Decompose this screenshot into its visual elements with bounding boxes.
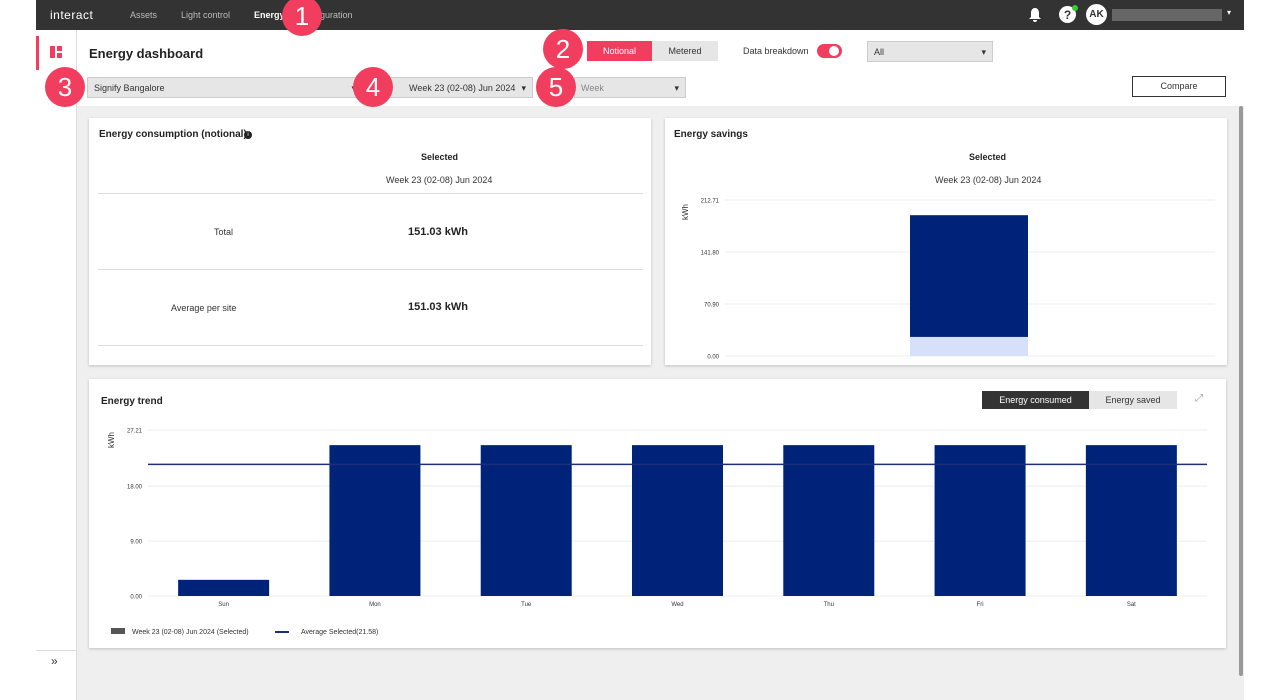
breakdown-label: Data breakdown [743,46,809,56]
callout: 5 [536,67,576,107]
legend-label: Week 23 (02-08) Jun 2024 (Selected) [132,629,249,636]
bar [632,445,723,596]
y-tick-label: 70.90 [704,303,720,309]
toggle[interactable] [817,44,842,58]
granularity-select[interactable]: Week ▾ [574,77,686,98]
x-tick-label: Mon [369,602,381,608]
page-title: Energy dashboard [89,46,203,61]
savings-chart: 0.00 70.90 141.80 212.71 kWh [665,190,1225,364]
select-value: Week 23 (02-08) Jun 2024 [409,83,515,93]
bar [481,445,572,596]
avatar[interactable]: AK [1086,4,1107,25]
column-header: Selected [421,152,458,162]
y-tick-label: 18.00 [127,485,143,491]
info-icon[interactable]: i [244,131,252,139]
nav-item[interactable]: Light control [181,10,230,20]
bell-icon[interactable] [1028,7,1042,23]
card-title: Energy consumption (notional) [99,129,247,140]
divider [36,650,76,651]
column-period: Week 23 (02-08) Jun 2024 [386,175,492,185]
tab[interactable]: Energy consumed [982,391,1089,409]
mode-button[interactable]: Notional [587,41,652,61]
active-marker [36,36,39,70]
brand[interactable]: interact [50,8,93,22]
period-select[interactable]: Week 23 (02-08) Jun 2024 ▾ [388,77,533,98]
bar [1086,445,1177,596]
dashboard-icon[interactable] [50,46,62,58]
toggle-knob [829,46,839,56]
divider [98,345,643,346]
y-tick-label: 141.80 [701,251,720,257]
legend-label: Average Selected(21.58) [301,629,378,636]
breakdown-select[interactable]: All ▾ [867,41,993,62]
bar [935,445,1026,596]
x-tick-label: Thu [824,602,834,608]
y-tick-label: 9.00 [130,540,142,546]
tab[interactable]: Energy saved [1089,391,1177,409]
select-value: Week [581,83,604,93]
callout: 4 [353,67,393,107]
blurred-name [1112,9,1222,21]
bar [783,445,874,596]
row-label: Total [214,227,233,237]
site-select[interactable]: Signify Bangalore▾ [87,77,359,98]
expand-icon[interactable]: » [51,654,58,668]
row-label: Average per site [171,303,236,313]
bar [178,580,269,596]
select-value: All [874,47,884,57]
divider [98,193,643,194]
trend-card: Energy trend Energy consumed Energy save… [89,379,1226,648]
select-value: Signify Bangalore [94,83,165,93]
fullscreen-icon[interactable]: ⤢ [1195,393,1203,404]
x-tick-label: Tue [521,602,532,608]
mode-button[interactable]: Metered [652,41,718,61]
card-title: Energy savings [674,129,748,140]
top-bar: interact Assets Light control Energy Con… [36,0,1244,30]
compare-button[interactable]: Compare [1132,76,1226,97]
status-dot [1072,5,1078,11]
row-value: 151.03 kWh [408,226,468,238]
caret[interactable]: ▾ [1227,8,1231,17]
x-tick-label: Sat [1127,602,1136,608]
y-axis-label: kWh [107,432,116,448]
savings-card: Energy savings Selected Week 23 (02-08) … [665,118,1227,365]
y-tick-label: 27.21 [127,429,143,435]
column-header: Selected [969,152,1006,162]
y-tick-label: 0.00 [130,595,142,601]
y-tick-label: 212.71 [701,199,720,205]
consumption-card: Energy consumption (notional) i Selected… [89,118,651,365]
legend-swatch [111,628,125,634]
x-tick-label: Sun [218,602,229,608]
row-value: 151.03 kWh [408,301,468,313]
card-title: Energy trend [101,396,163,407]
bar-segment [910,337,1028,356]
x-tick-label: Fri [977,602,984,608]
callout: 2 [543,29,583,69]
nav-item[interactable]: Energy [254,10,285,20]
y-tick-label: 0.00 [707,355,719,361]
x-tick-label: Wed [671,602,683,608]
caret: ▾ [521,78,526,98]
callout: 3 [45,67,85,107]
scrollbar [1239,106,1243,676]
bar [329,445,420,596]
column-period: Week 23 (02-08) Jun 2024 [935,175,1041,185]
trend-chart: 0.00 9.00 18.00 27.21 kWh Sun Mon Tue Wed Thu Fri S… [89,420,1226,648]
caret: ▾ [674,78,679,98]
caret: ▾ [981,42,986,62]
divider [98,269,643,270]
sidebar: » [36,30,77,700]
y-axis-label: kWh [681,204,690,220]
nav-item[interactable]: Assets [130,10,157,20]
bar-segment [910,215,1028,337]
